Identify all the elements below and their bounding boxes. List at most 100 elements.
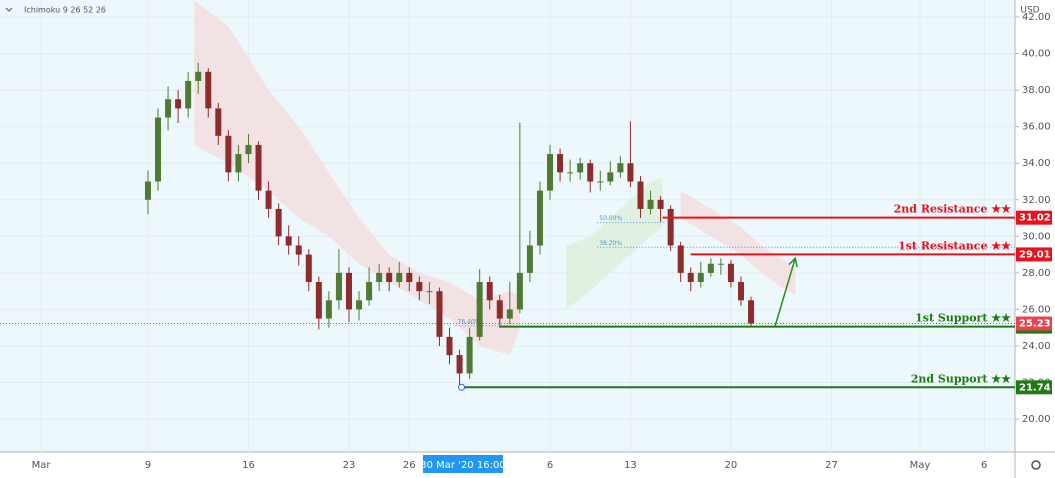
price-tag bbox=[1016, 380, 1052, 395]
candle-body bbox=[345, 272, 352, 310]
candle-body bbox=[667, 208, 674, 246]
y-tick-label: 20.00 bbox=[1022, 414, 1051, 425]
candle-body bbox=[707, 263, 714, 273]
candle-body bbox=[235, 154, 242, 173]
candle-body bbox=[386, 272, 393, 283]
candle-body bbox=[416, 282, 423, 292]
y-tick-label: 40.00 bbox=[1022, 49, 1051, 60]
fib-label: 50.00% bbox=[599, 215, 622, 222]
candle-body bbox=[285, 236, 292, 246]
currency-label: USD bbox=[1020, 6, 1039, 16]
indicator-label: Ichimoku 9 26 52 26 bbox=[24, 6, 106, 15]
candle-body bbox=[607, 172, 614, 182]
low-marker bbox=[458, 383, 466, 391]
candle-body bbox=[275, 208, 282, 237]
candle-body bbox=[225, 135, 232, 173]
level-label: 2nd Resistance ★★ bbox=[894, 203, 1011, 216]
y-tick-label: 28.00 bbox=[1022, 268, 1051, 279]
candle-body bbox=[748, 300, 755, 324]
level-label: 1st Resistance ★★ bbox=[898, 239, 1011, 252]
candle-body bbox=[627, 163, 634, 182]
candle-body bbox=[496, 300, 503, 319]
price-tag-label: 25.23 bbox=[1019, 319, 1051, 330]
candle-body bbox=[165, 99, 172, 118]
candle-body bbox=[335, 272, 342, 301]
y-tick-label: 26.00 bbox=[1022, 304, 1051, 315]
ichimoku-cloud bbox=[566, 177, 663, 310]
candle-body bbox=[727, 263, 734, 283]
candle-body bbox=[436, 291, 443, 337]
level-label: 2nd Support ★★ bbox=[911, 372, 1011, 385]
candle-body bbox=[577, 163, 584, 173]
candle-body bbox=[305, 254, 312, 283]
candle-body bbox=[567, 172, 574, 174]
candle-body bbox=[466, 336, 473, 374]
price-tag bbox=[1016, 247, 1052, 262]
candle-body bbox=[647, 199, 654, 209]
candle-body bbox=[325, 300, 332, 319]
candle-body bbox=[315, 282, 322, 319]
candle-body bbox=[617, 163, 624, 173]
plot-background bbox=[0, 0, 1015, 452]
candle-body bbox=[637, 181, 644, 209]
x-tick-label: 9 bbox=[145, 460, 151, 471]
fib-label: 76.40% bbox=[458, 318, 481, 325]
price-tag bbox=[1016, 210, 1052, 225]
y-tick-label: 34.00 bbox=[1022, 158, 1051, 169]
candle-body bbox=[587, 163, 594, 182]
price-tag bbox=[1016, 316, 1052, 331]
candle-body bbox=[687, 272, 694, 283]
y-tick-label: 30.00 bbox=[1022, 231, 1051, 242]
candle-body bbox=[155, 117, 162, 182]
candle-body bbox=[175, 99, 182, 109]
fib-label: 38.20% bbox=[599, 240, 622, 247]
plot: 50.00% 38.20% 76.40% 2nd Resistance ★★ 1st R… bbox=[0, 0, 1015, 391]
crosshair-label: 30 Mar '20 16:00 bbox=[420, 460, 505, 471]
x-tick-label: 23 bbox=[343, 460, 356, 471]
candle-body bbox=[376, 272, 383, 283]
x-tick-label: 26 bbox=[403, 460, 416, 471]
candle-body bbox=[597, 181, 604, 183]
candle-body bbox=[476, 282, 483, 337]
arrow-head bbox=[788, 256, 798, 268]
candle-body bbox=[356, 300, 363, 310]
arrow-line bbox=[774, 258, 796, 327]
y-tick-label: 42.00 bbox=[1022, 12, 1051, 23]
y-tick-label: 24.00 bbox=[1022, 341, 1051, 352]
candle-body bbox=[185, 80, 192, 109]
candle-body bbox=[144, 181, 151, 200]
candle-body bbox=[396, 272, 403, 283]
candle-body bbox=[426, 291, 433, 293]
price-tag-label: 29.01 bbox=[1019, 249, 1051, 260]
candle-body bbox=[677, 245, 684, 273]
candle-body bbox=[446, 336, 453, 356]
candle-body bbox=[215, 108, 222, 136]
x-tick-label: May bbox=[910, 460, 931, 471]
candle-body bbox=[697, 272, 704, 283]
candle-body bbox=[547, 154, 554, 191]
overlay: 42.00 40.00 38.00 36.00 34.00 32.00 30.00 28.00… bbox=[32, 12, 1052, 473]
price-tag-label: 31.02 bbox=[1019, 213, 1051, 224]
settings-icon[interactable] bbox=[1031, 460, 1041, 470]
candle-body bbox=[557, 154, 564, 173]
candle-body bbox=[657, 199, 664, 209]
candle-body bbox=[265, 190, 272, 209]
x-tick-label: 20 bbox=[725, 460, 738, 471]
candle-body bbox=[717, 263, 724, 265]
candle-body bbox=[245, 144, 252, 155]
candle-body bbox=[295, 245, 302, 255]
candle-body bbox=[195, 71, 202, 81]
candle-body bbox=[366, 282, 373, 301]
collapse-icon[interactable] bbox=[5, 7, 13, 12]
candle-body bbox=[255, 144, 262, 191]
x-tick-label: 6 bbox=[981, 460, 987, 471]
candle-body bbox=[536, 190, 543, 246]
y-tick-label: 38.00 bbox=[1022, 85, 1051, 96]
candle-body bbox=[406, 272, 413, 283]
x-tick-label: 6 bbox=[547, 460, 553, 471]
x-tick-label: 13 bbox=[624, 460, 637, 471]
candle-body bbox=[486, 282, 493, 301]
candle-body bbox=[737, 282, 744, 301]
price-tag-label: 21.74 bbox=[1019, 382, 1051, 393]
